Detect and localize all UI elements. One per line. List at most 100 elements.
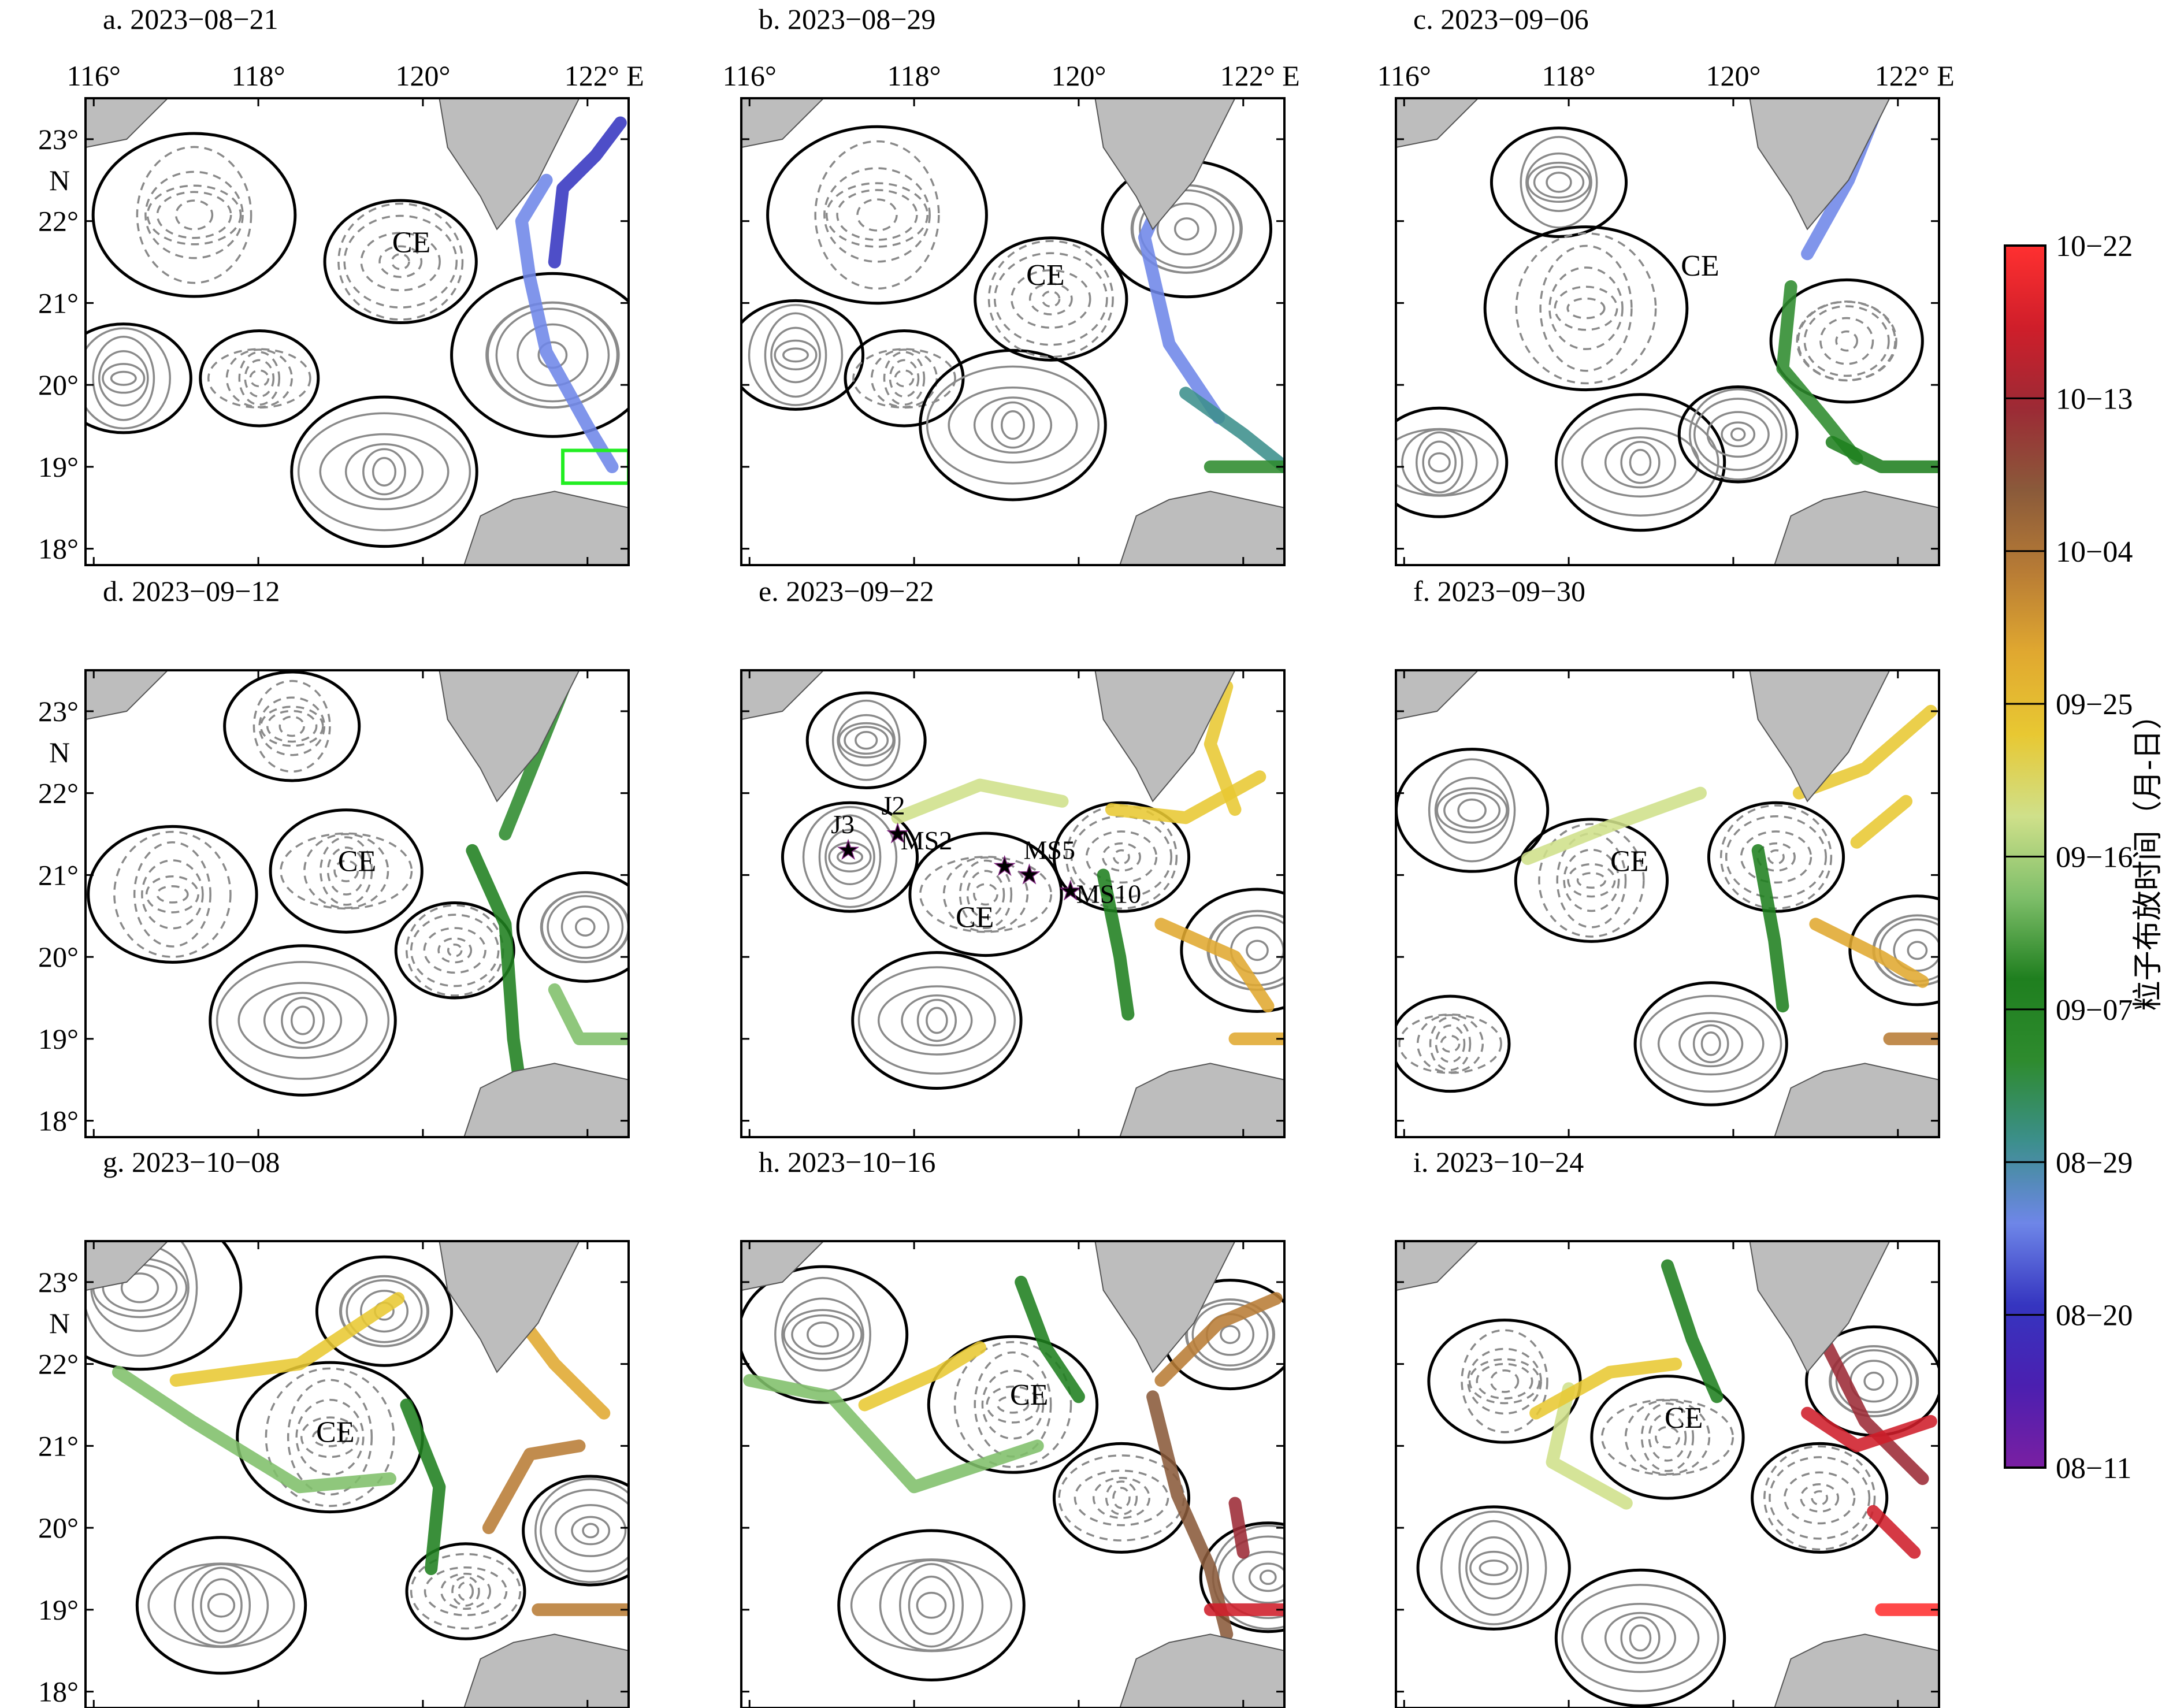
positive-sla-contour <box>1139 189 1235 269</box>
positive-sla-contour <box>916 998 957 1042</box>
negative-sla-contour <box>1563 848 1620 912</box>
positive-sla-contour <box>281 997 325 1044</box>
colorbar-tick-label: 09−16 <box>2056 841 2133 874</box>
particle-trajectory <box>548 983 629 1045</box>
positive-sla-contour <box>1469 1550 1518 1586</box>
colorbar-tick-label: 08−20 <box>2056 1299 2133 1332</box>
mainland-coast <box>741 670 824 721</box>
zero-sla-contour <box>1514 818 1669 943</box>
positive-sla-contour <box>1457 799 1487 822</box>
negative-sla-contour <box>1567 863 1616 898</box>
zero-sla-contour <box>87 825 258 964</box>
negative-sla-contour <box>258 696 326 756</box>
particle-trajectory <box>1546 1382 1633 1510</box>
positive-sla-contour <box>1479 1560 1509 1577</box>
negative-sla-contour <box>1461 1329 1548 1434</box>
taiwan-landmass <box>1094 1241 1236 1373</box>
positive-sla-contour <box>110 370 137 386</box>
negative-sla-contour <box>249 369 270 388</box>
station-label: MS5 <box>1023 835 1075 864</box>
positive-sla-contour <box>837 849 863 865</box>
zero-sla-contour <box>1180 888 1284 1013</box>
ce-label: CE <box>338 845 376 878</box>
negative-sla-contour <box>1756 842 1796 872</box>
negative-sla-contour <box>225 348 293 409</box>
positive-sla-contour <box>1629 448 1652 476</box>
zero-sla-contour <box>1554 393 1726 532</box>
positive-sla-contour <box>1248 1562 1284 1592</box>
positive-sla-contour <box>844 726 889 755</box>
positive-sla-contour <box>1525 152 1592 212</box>
panel-title: b. 2023−08−29 <box>759 3 935 35</box>
positive-sla-contour <box>1581 1603 1700 1673</box>
map-panel-f: f. 2023−09−30 CE <box>1395 575 1940 1138</box>
zero-sla-contour <box>91 132 297 298</box>
positive-sla-contour <box>582 1523 600 1539</box>
lat-tick-label: 18° <box>38 1676 79 1708</box>
negative-sla-contour <box>996 1395 1030 1414</box>
panel-title: a. 2023−08−21 <box>103 3 278 35</box>
zero-sla-contour <box>223 670 361 782</box>
negative-sla-contour <box>959 859 1013 930</box>
particle-trajectories <box>743 1275 1284 1641</box>
positive-sla-contour <box>850 1558 1013 1653</box>
positive-sla-contour <box>857 966 1016 1075</box>
positive-sla-contour <box>802 805 898 908</box>
negative-sla-contour <box>883 351 926 406</box>
map-frame <box>1395 97 1940 566</box>
positive-sla-contour <box>1232 1550 1284 1604</box>
map-area: CE <box>741 98 1284 565</box>
positive-sla-contour <box>319 433 450 511</box>
positive-sla-contour <box>764 312 827 398</box>
map-frame <box>740 97 1286 566</box>
lon-tick-label: 116° <box>723 60 777 92</box>
positive-sla-contour <box>263 992 343 1049</box>
map-panel-a: a. 2023−08−21 CE 116° 118° 120° 122° E 23° 22° 2… <box>38 3 644 566</box>
negative-sla-contour <box>238 351 281 406</box>
luzon-landmass <box>463 491 629 565</box>
positive-sla-contour <box>791 1314 855 1355</box>
map-frame <box>84 97 630 566</box>
negative-sla-contour <box>1539 244 1633 372</box>
ce-label: CE <box>1026 259 1064 292</box>
positive-sla-contour <box>1688 388 1788 481</box>
negative-sla-contour <box>326 846 366 896</box>
positive-sla-contour <box>147 1562 295 1648</box>
lat-tick-label: 20° <box>38 369 79 401</box>
lon-tick-label: 120° <box>1051 60 1106 92</box>
negative-sla-contour <box>973 883 998 906</box>
map-frame <box>1395 669 1940 1138</box>
positive-sla-contour <box>1581 427 1700 497</box>
positive-sla-contour <box>782 347 809 363</box>
positive-sla-contour <box>1526 161 1591 203</box>
positive-sla-contour <box>1220 1325 1240 1345</box>
zero-sla-contour <box>516 871 629 983</box>
negative-sla-contour <box>423 927 486 974</box>
lat-tick-label: 21° <box>38 287 79 319</box>
positive-sla-contour <box>1458 1520 1529 1616</box>
map-frame <box>740 669 1286 1138</box>
luzon-landmass <box>1119 1633 1284 1708</box>
taiwan-landmass <box>439 670 580 803</box>
ce-label: CE <box>1681 250 1719 283</box>
sla-contours <box>86 132 629 548</box>
positive-sla-contour <box>547 895 624 959</box>
positive-sla-contour <box>98 350 149 407</box>
ce-label: CE <box>316 1416 354 1449</box>
taiwan-landmass <box>1094 98 1236 231</box>
positive-sla-contour <box>574 917 596 937</box>
negative-sla-contour <box>391 253 410 270</box>
negative-sla-contour <box>1467 1347 1542 1415</box>
positive-sla-contour <box>86 1241 198 1357</box>
zero-sla-contour <box>1769 278 1924 404</box>
negative-sla-contour <box>1835 330 1859 352</box>
map-area: CE <box>86 1241 629 1708</box>
negative-sla-contour <box>300 1416 359 1458</box>
negative-sla-contour <box>280 832 413 910</box>
positive-sla-contour <box>1246 940 1269 961</box>
negative-sla-contour <box>410 914 500 987</box>
negative-sla-contour <box>378 245 423 279</box>
colorbar-tick-label: 08−11 <box>2056 1452 2131 1485</box>
negative-sla-contour <box>295 1398 365 1476</box>
